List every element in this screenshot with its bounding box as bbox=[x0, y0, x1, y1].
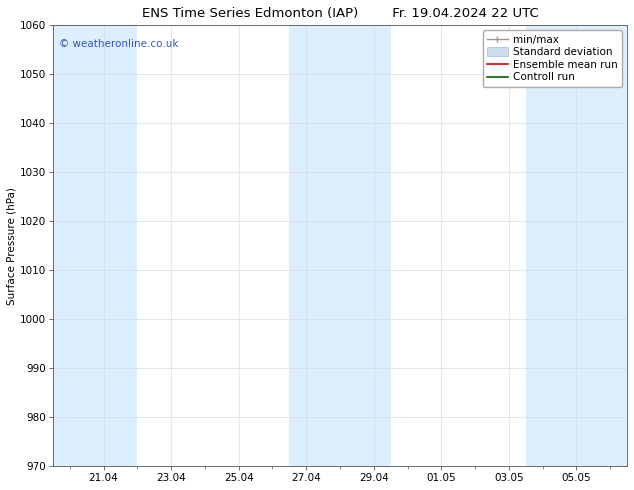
Bar bbox=[289, 25, 391, 466]
Title: ENS Time Series Edmonton (IAP)        Fr. 19.04.2024 22 UTC: ENS Time Series Edmonton (IAP) Fr. 19.04… bbox=[141, 7, 538, 20]
Bar bbox=[526, 25, 627, 466]
Text: © weatheronline.co.uk: © weatheronline.co.uk bbox=[59, 39, 178, 49]
Y-axis label: Surface Pressure (hPa): Surface Pressure (hPa) bbox=[7, 187, 17, 305]
Bar bbox=[53, 25, 138, 466]
Legend: min/max, Standard deviation, Ensemble mean run, Controll run: min/max, Standard deviation, Ensemble me… bbox=[482, 30, 622, 87]
